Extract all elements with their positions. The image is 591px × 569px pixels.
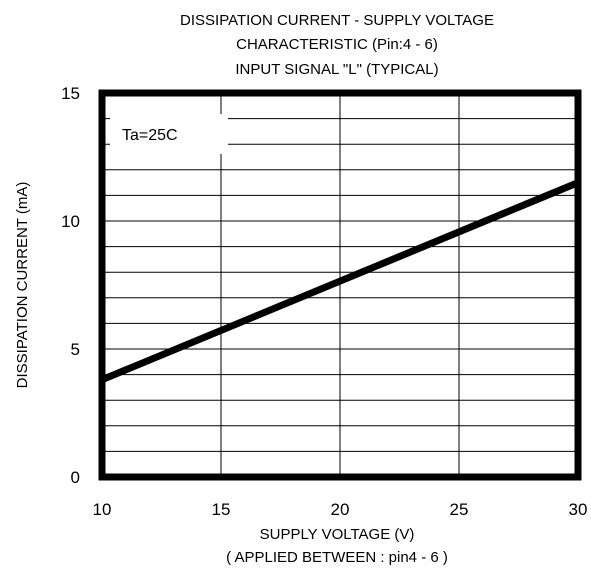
x-axis-label: SUPPLY VOLTAGE (V) (260, 526, 415, 543)
y-tick-label: 15 (61, 84, 80, 103)
x-tick-label: 10 (93, 500, 112, 519)
annotation-label: Ta=25C (122, 127, 178, 144)
y-tick-label: 10 (61, 212, 80, 231)
plot-frame (98, 89, 582, 481)
series-line-1 (100, 179, 580, 383)
x-axis-sublabel: ( APPLIED BETWEEN : pin4 - 6 ) (226, 549, 448, 566)
y-tick-label: 5 (71, 340, 80, 359)
x-tick-label: 15 (212, 500, 231, 519)
x-tick-label: 30 (569, 500, 588, 519)
chart-title-line-2: CHARACTERISTIC (Pin:4 - 6) (236, 36, 438, 53)
chart-title-line-1: DISSIPATION CURRENT - SUPPLY VOLTAGE (180, 12, 494, 29)
x-tick-label: 20 (331, 500, 350, 519)
annotation-background (110, 114, 228, 154)
series (100, 179, 580, 383)
y-axis-label: DISSIPATION CURRENT (mA) (14, 182, 31, 389)
x-tick-label: 25 (450, 500, 469, 519)
y-tick-labels: 0 5 10 15 (61, 84, 80, 487)
x-tick-labels: 10 15 20 25 30 (93, 500, 588, 519)
chart-title-line-3: INPUT SIGNAL "L" (TYPICAL) (235, 61, 438, 78)
grid (102, 93, 578, 477)
y-tick-label: 0 (71, 468, 80, 487)
